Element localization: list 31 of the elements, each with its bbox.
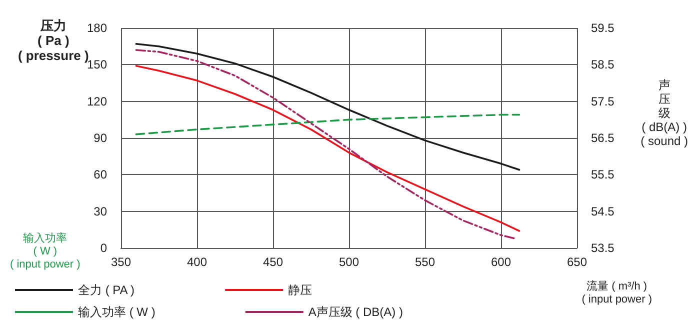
- legend-label: A声压级 ( DB(A) ): [308, 305, 403, 319]
- legend-label: 输入功率 ( W ): [78, 305, 156, 319]
- y2-tick-label: 57.5: [591, 94, 615, 108]
- y-tick-label: 180: [86, 21, 108, 35]
- x-tick-label: 650: [566, 255, 588, 269]
- y2-tick-label: 59.5: [591, 21, 615, 35]
- y-tick-label: 0: [100, 241, 108, 255]
- y2-tick-label: 55.5: [591, 168, 615, 182]
- x-tick-label: 600: [490, 255, 512, 269]
- y2-tick-label: 56.5: [591, 131, 615, 145]
- line-series: [135, 42, 520, 171]
- y2-tick-label: 58.5: [591, 58, 615, 72]
- x-tick-label: 500: [338, 255, 360, 269]
- y-tick-label: 60: [94, 168, 108, 182]
- x-axis-title: 流量 ( m³/h ) ( input power ): [582, 280, 652, 306]
- x-tick-label: 350: [110, 255, 132, 269]
- legend-label: 静压: [288, 283, 312, 297]
- legend-label: 全力 ( PA ): [78, 283, 134, 297]
- y2-tick-label: 54.5: [591, 204, 615, 218]
- text: 输入功率 ( W ) ( input power ): [10, 232, 80, 270]
- y2-tick-label: 53.5: [591, 241, 615, 255]
- y-tick-label: 90: [94, 131, 108, 145]
- x-tick-label: 450: [262, 255, 284, 269]
- x-tick-label: 400: [186, 255, 208, 269]
- line-series: [135, 114, 520, 136]
- x-tick-label: 550: [414, 255, 436, 269]
- y-axis-title: 压力 ( Pa ) ( pressure ): [18, 18, 89, 63]
- y2-axis-title: 声压级 ( dB(A) ) ( sound ): [640, 78, 688, 148]
- y-tick-label: 30: [94, 204, 108, 218]
- y-tick-label: 120: [86, 94, 108, 108]
- y-tick-label: 150: [86, 58, 108, 72]
